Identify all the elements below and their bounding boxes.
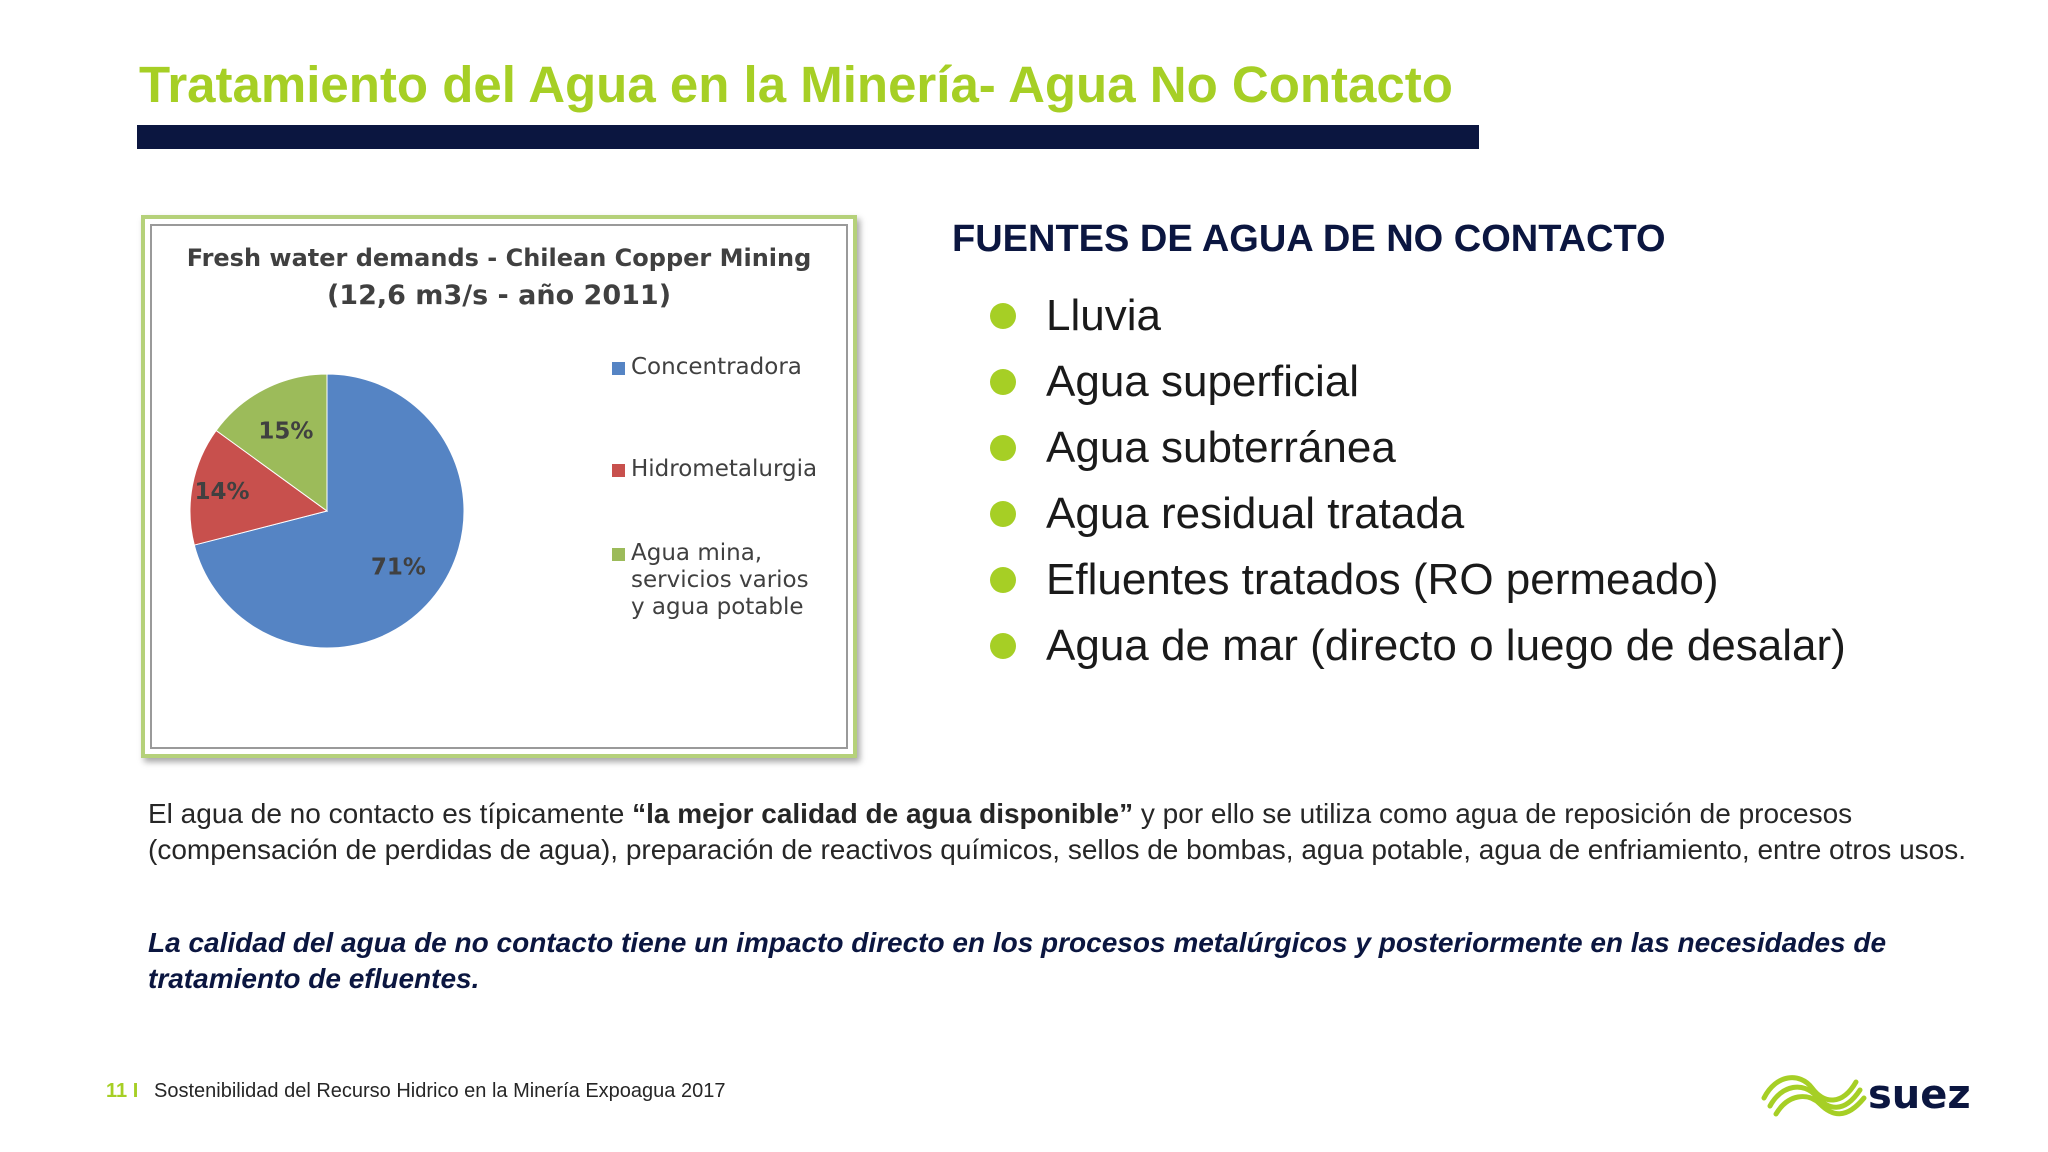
water-source-label: Agua superficial [1046, 357, 1360, 406]
suez-logo: suez [1761, 1072, 1971, 1118]
water-source-label: Efluentes tratados (RO permeado) [1046, 555, 1719, 604]
bullet-dot-icon [990, 501, 1016, 527]
water-sources-list: Lluvia Agua superficial Agua subterránea Ag… [990, 283, 1846, 679]
pie-chart-frame: Fresh water demands - Chilean Copper Min… [141, 215, 857, 758]
bullet-dot-icon [990, 633, 1016, 659]
pie-slice-label: 14% [195, 479, 250, 505]
paragraph-intro: El agua de no contacto es típicamente [148, 798, 633, 829]
emphasis-paragraph: La calidad del agua de no contacto tiene… [148, 927, 1887, 994]
logo-text: suez [1868, 1072, 1971, 1118]
chart-subtitle: (12,6 m3/s - año 2011) [326, 280, 672, 311]
legend-label: Concentradora [631, 354, 802, 380]
water-source-item: Lluvia [990, 283, 1846, 349]
water-source-item: Agua de mar (directo o luego de desalar) [990, 613, 1846, 679]
pie-slice-label: 71% [371, 554, 426, 580]
title-underline-bar [137, 125, 1479, 149]
water-source-label: Agua de mar (directo o luego de desalar) [1046, 621, 1846, 670]
paragraph-highlight: “la mejor calidad de agua disponible” [632, 798, 1134, 829]
legend-label: Hidrometalurgia [631, 456, 818, 482]
legend-item: Hidrometalurgia [612, 456, 817, 483]
pie-chart: 71% 14% 15% [189, 373, 465, 649]
water-source-item: Efluentes tratados (RO permeado) [990, 547, 1846, 613]
pie-chart-area: Fresh water demands - Chilean Copper Min… [150, 224, 848, 749]
footer-text: Sostenibilidad del Recurso Hidrico en la… [154, 1080, 726, 1102]
legend-swatch [612, 464, 625, 477]
section-heading: FUENTES DE AGUA DE NO CONTACTO [952, 218, 1666, 260]
chart-title: Fresh water demands - Chilean Copper Min… [186, 244, 812, 272]
pie-slice-label: 15% [258, 418, 313, 444]
legend-swatch [612, 548, 625, 561]
legend-swatch [612, 362, 625, 375]
slide-title: Tratamiento del Agua en la Minería- Agua… [139, 56, 1453, 113]
water-source-item: Agua residual tratada [990, 481, 1846, 547]
pie-slice [193, 373, 465, 649]
description-paragraph: El agua de no contacto es típicamente “l… [148, 796, 2028, 868]
pie-slice [215, 373, 328, 512]
bullet-dot-icon [990, 435, 1016, 461]
bullet-dot-icon [990, 369, 1016, 395]
water-source-item: Agua superficial [990, 349, 1846, 415]
legend-item: Concentradora [612, 354, 802, 381]
legend-label: Agua mina, servicios varios y agua potab… [631, 540, 809, 620]
bullet-dot-icon [990, 303, 1016, 329]
water-source-label: Lluvia [1046, 291, 1161, 340]
water-source-label: Agua subterránea [1046, 423, 1396, 472]
page-number: 11 I [106, 1080, 139, 1102]
legend-item: Agua mina, servicios varios y agua potab… [612, 540, 809, 621]
water-source-label: Agua residual tratada [1046, 489, 1465, 538]
bullet-dot-icon [990, 567, 1016, 593]
water-source-item: Agua subterránea [990, 415, 1846, 481]
pie-slice [189, 429, 329, 546]
paragraph-rest: y por ello se utiliza como agua de repos… [148, 798, 1966, 865]
